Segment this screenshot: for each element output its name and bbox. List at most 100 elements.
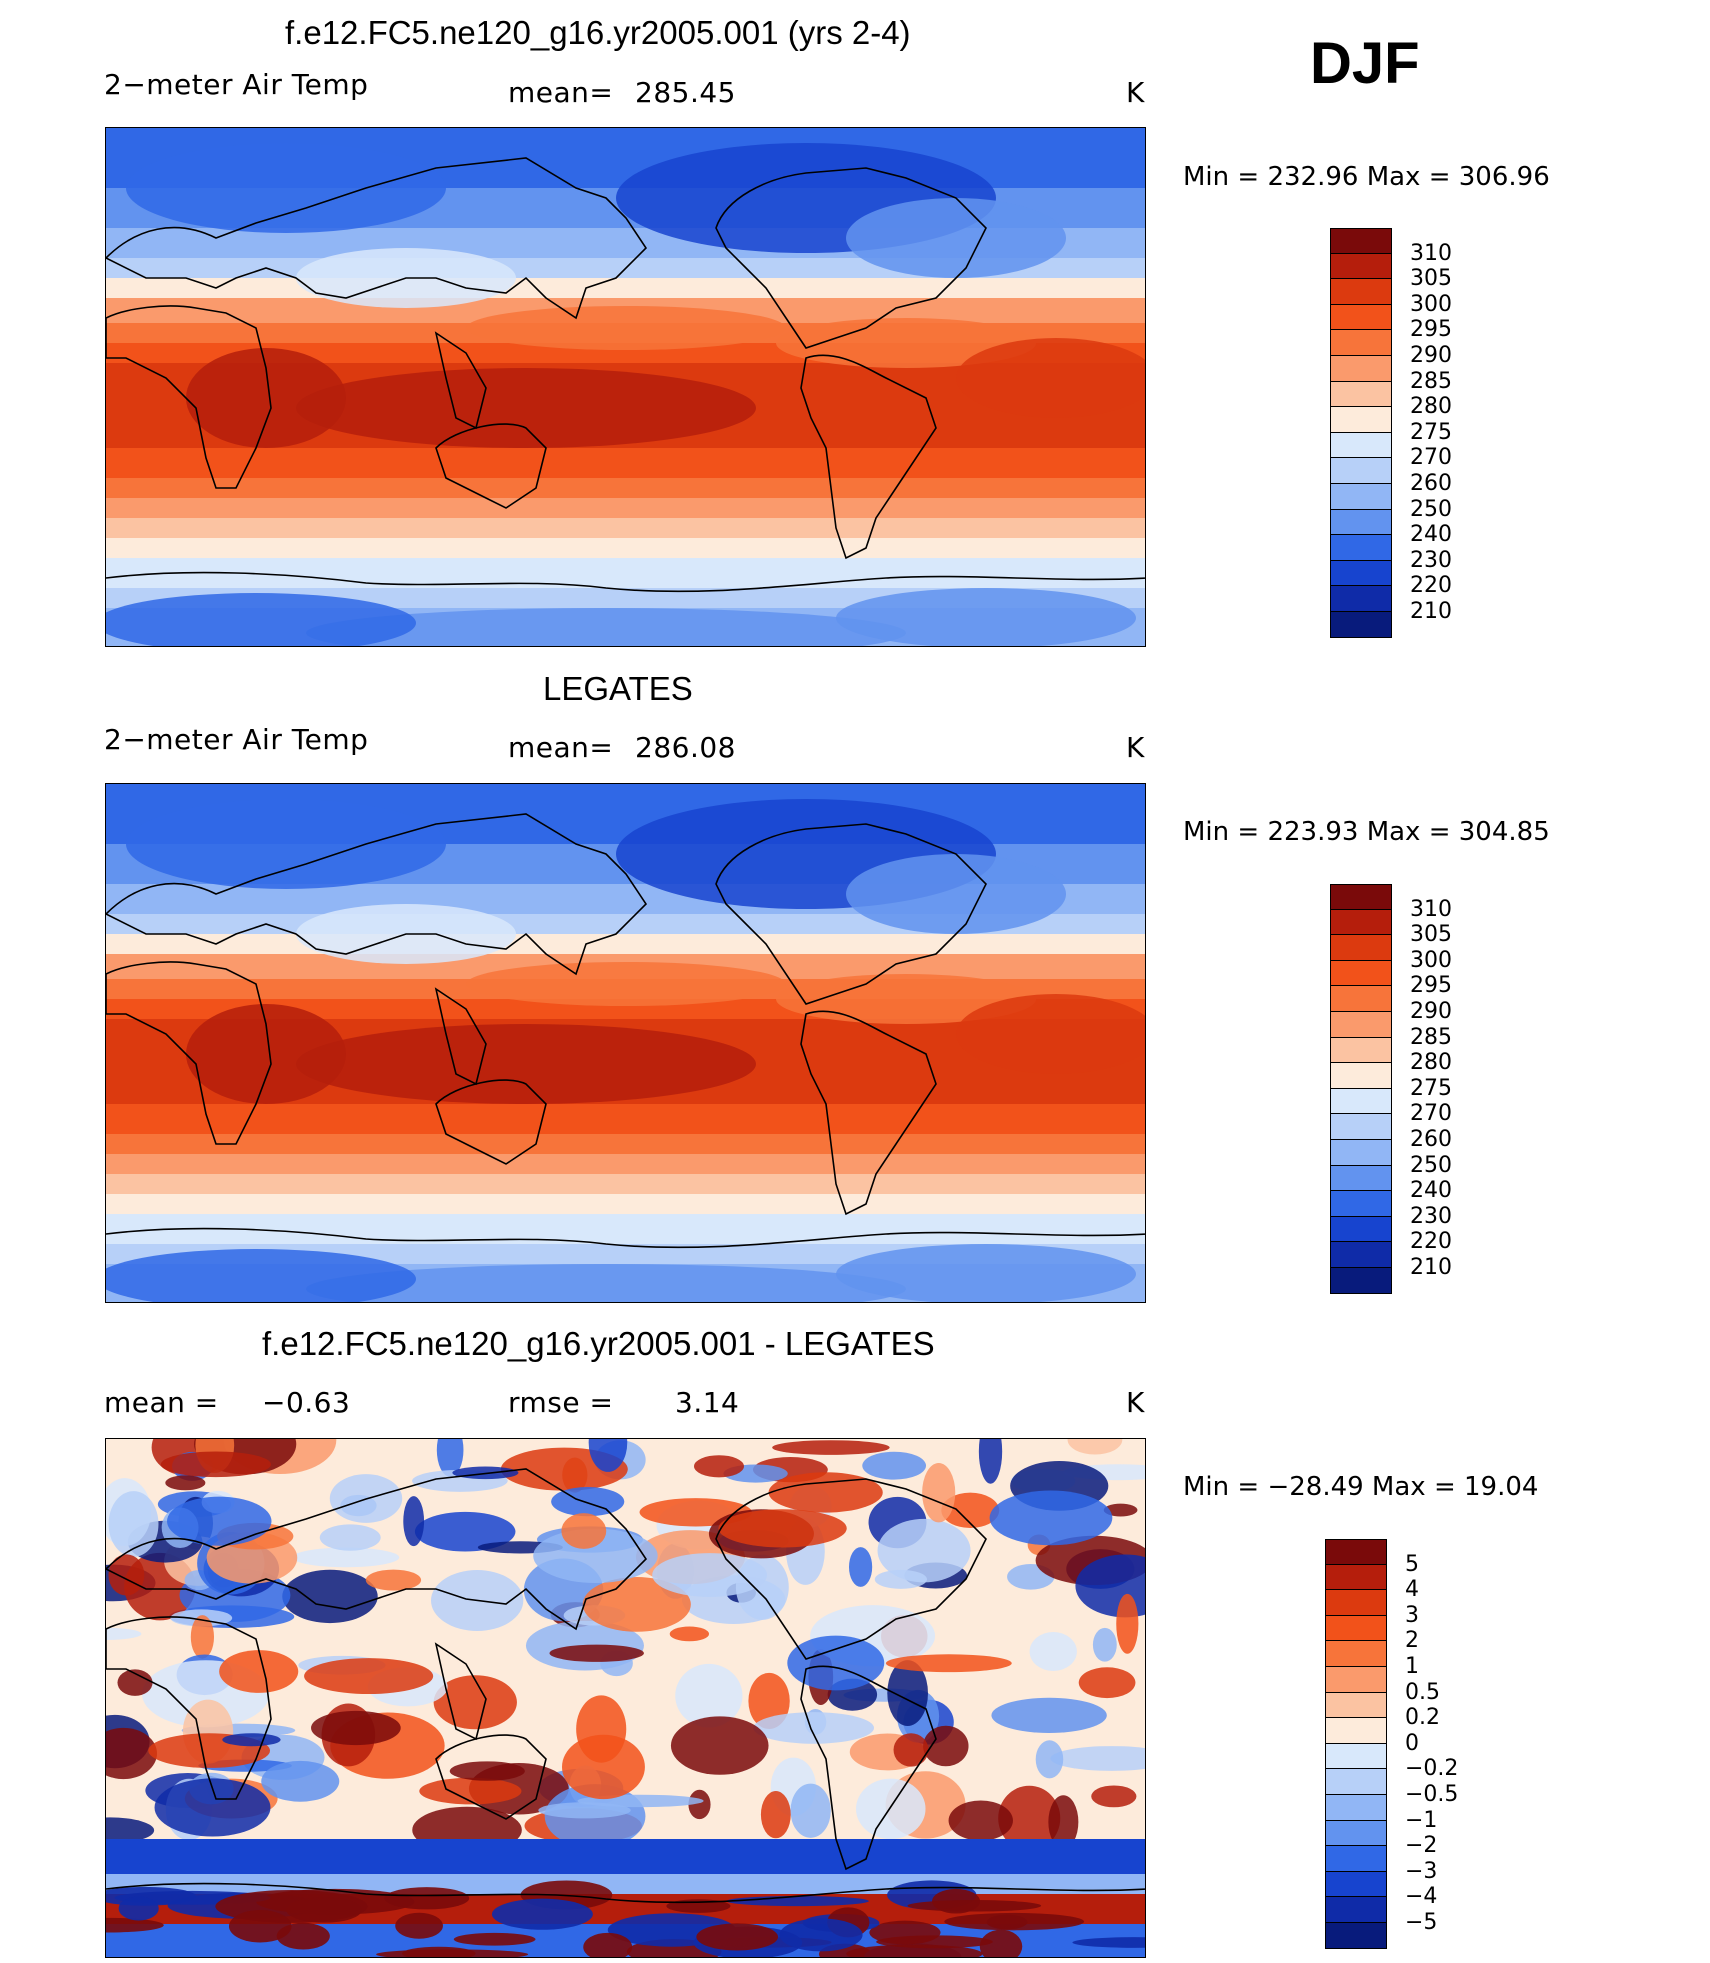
panel2-mean-value: 286.08	[635, 731, 736, 764]
colorbar-swatch	[1325, 1641, 1387, 1667]
panel1-min-max: Min = 232.96 Max = 306.96	[1183, 162, 1550, 192]
colorbar-swatch	[1330, 1191, 1392, 1217]
colorbar-swatch	[1325, 1743, 1387, 1770]
panel3-rmse-label: rmse =	[508, 1386, 614, 1419]
colorbar-swatch	[1325, 1564, 1387, 1591]
colorbar-level-label: −3	[1405, 1858, 1438, 1884]
colorbar-swatch	[1330, 1140, 1392, 1166]
colorbar-swatch	[1330, 1012, 1392, 1038]
colorbar-swatch	[1330, 884, 1392, 910]
coastline-outline	[106, 1468, 648, 1631]
colorbar-level-label: 230	[1410, 1203, 1452, 1229]
colorbar-level-label: 295	[1410, 973, 1452, 999]
colorbar-swatch	[1330, 586, 1392, 612]
panel2-min-max: Min = 223.93 Max = 304.85	[1183, 817, 1550, 847]
colorbar-swatch	[1330, 986, 1392, 1012]
coastline-outline	[800, 1665, 937, 1871]
colorbar-level-label: 4	[1405, 1577, 1419, 1603]
colorbar-level-label: −1	[1405, 1807, 1438, 1833]
colorbar-level-label: 270	[1410, 445, 1452, 471]
colorbar-swatch	[1330, 1037, 1392, 1064]
colorbar-level-label: 3	[1405, 1602, 1419, 1628]
colorbar-swatch	[1325, 1897, 1387, 1923]
colorbar-level-label: 290	[1410, 999, 1452, 1024]
colorbar-swatch	[1325, 1795, 1387, 1821]
colorbar-level-label: −4	[1405, 1884, 1438, 1910]
colorbar-level-label: 0.5	[1405, 1679, 1440, 1705]
colorbar-level-label: 220	[1410, 1229, 1452, 1255]
colorbar-swatch	[1325, 1667, 1387, 1693]
panel2-map-field	[106, 784, 1145, 1302]
panel1-map	[105, 127, 1146, 647]
colorbar-swatch	[1330, 381, 1392, 408]
coastline-outline	[106, 1882, 1145, 1904]
colorbar-level-label: 280	[1410, 1050, 1452, 1076]
colorbar-swatch	[1330, 509, 1392, 536]
colorbar-level-label: 305	[1410, 922, 1452, 948]
colorbar-swatch	[1330, 935, 1392, 961]
coastline-outline	[106, 813, 648, 976]
colorbar-swatch	[1325, 1718, 1387, 1744]
colorbar-swatch	[1330, 1268, 1392, 1294]
colorbar-level-label: 250	[1410, 496, 1452, 522]
panel2-colorbar: 310 305 300 295 290 285 280 275 270 260 250 240 230 2…	[1330, 884, 1452, 1294]
panel2-mean-label: mean=	[508, 731, 614, 764]
colorbar-swatch	[1330, 253, 1392, 280]
colorbar-level-label: 230	[1410, 547, 1452, 573]
panel2-title: LEGATES	[543, 670, 693, 707]
panel2-map	[105, 783, 1146, 1303]
colorbar-level-label: 240	[1410, 522, 1452, 548]
panel3-mean-label: mean =	[104, 1386, 219, 1419]
colorbar-level-label: 0	[1405, 1730, 1419, 1756]
coastline-outline	[106, 961, 272, 1145]
panel1-variable-label: 2−meter Air Temp	[104, 68, 369, 101]
colorbar-level-label: 220	[1410, 573, 1452, 599]
panel3-min-max: Min = −28.49 Max = 19.04	[1183, 1472, 1539, 1502]
colorbar-swatch	[1325, 1539, 1387, 1565]
coastline-outline	[106, 157, 648, 320]
colorbar-swatch	[1330, 1216, 1392, 1243]
panel1-mean-label: mean=	[508, 76, 614, 109]
colorbar-swatch	[1330, 330, 1392, 356]
colorbar-level-label: 275	[1410, 1075, 1452, 1101]
colorbar-swatch	[1330, 1242, 1392, 1268]
coastline-outline	[106, 1616, 272, 1800]
colorbar-swatch	[1330, 1063, 1392, 1089]
colorbar-level-label: 260	[1410, 1127, 1452, 1152]
colorbar-swatch	[1330, 1088, 1392, 1115]
colorbar-level-label: 0.2	[1405, 1705, 1440, 1731]
colorbar-swatch	[1330, 960, 1392, 987]
panel3-mean-value: −0.63	[262, 1386, 351, 1419]
panel1-mean-value: 285.45	[635, 76, 736, 109]
coastline-outline	[435, 1079, 547, 1165]
panel2-variable-label: 2−meter Air Temp	[104, 723, 369, 756]
colorbar-level-label: 310	[1410, 240, 1452, 266]
colorbar-swatch	[1330, 458, 1392, 484]
colorbar-level-label: 275	[1410, 419, 1452, 445]
colorbar-level-label: 280	[1410, 394, 1452, 420]
colorbar-level-label: 1	[1405, 1654, 1419, 1679]
colorbar-level-label: 210	[1410, 599, 1452, 624]
colorbar-swatch	[1325, 1820, 1387, 1847]
colorbar-level-label: −5	[1405, 1910, 1438, 1935]
colorbar-level-label: 250	[1410, 1152, 1452, 1178]
colorbar-swatch	[1330, 560, 1392, 587]
colorbar-swatch	[1325, 1615, 1387, 1642]
colorbar-swatch	[1330, 432, 1392, 459]
colorbar-level-label: 300	[1410, 291, 1452, 317]
colorbar-swatch	[1330, 304, 1392, 331]
colorbar-swatch	[1325, 1590, 1387, 1616]
colorbar-level-label: 210	[1410, 1255, 1452, 1280]
season-label: DJF	[1310, 31, 1420, 96]
coastline-outline	[800, 354, 937, 560]
colorbar-level-label: 295	[1410, 317, 1452, 343]
panel1-colorbar: 310 305 300 295 290 285 280 275 270 260 250 240 230 2…	[1330, 228, 1452, 638]
colorbar-swatch	[1330, 909, 1392, 936]
panel3-map-field	[106, 1439, 1145, 1957]
colorbar-level-label: 5	[1405, 1551, 1419, 1577]
colorbar-swatch	[1330, 356, 1392, 382]
coastline-outline	[435, 423, 547, 509]
panel3-colorbar: 5 4 3 2 1 0.5 0.2 0 −0.2 −0.5 −1 −2 −3 −4 −5	[1325, 1539, 1458, 1949]
colorbar-swatch	[1330, 407, 1392, 433]
panel2-units: K	[1126, 731, 1145, 764]
